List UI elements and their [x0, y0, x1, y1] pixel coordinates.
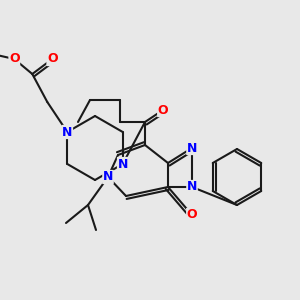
Text: N: N	[187, 142, 197, 154]
Text: N: N	[118, 158, 128, 170]
Text: O: O	[9, 52, 20, 65]
Text: O: O	[47, 52, 58, 65]
Text: O: O	[187, 208, 197, 221]
Text: O: O	[158, 103, 168, 116]
Text: N: N	[103, 170, 113, 184]
Text: N: N	[187, 181, 197, 194]
Text: N: N	[62, 125, 73, 139]
